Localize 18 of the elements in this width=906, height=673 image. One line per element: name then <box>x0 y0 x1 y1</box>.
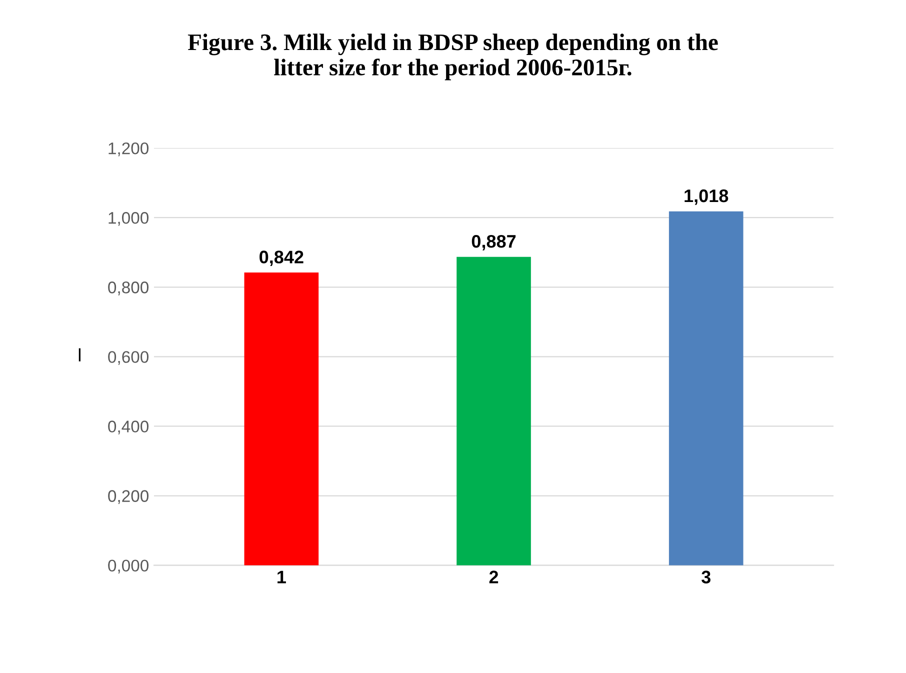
y-tick-label: 0,200 <box>108 490 149 504</box>
chart-title: Figure 3. Milk yield in BDSP sheep depending on the litter size for the period 2006-2015г. <box>188 34 718 80</box>
y-tick-label: 0,800 <box>108 282 149 296</box>
y-tick-label: 0,400 <box>108 420 149 434</box>
y-axis-title: l <box>78 348 80 362</box>
x-tick-label: 3 <box>702 570 710 584</box>
y-tick-label: 0,600 <box>108 351 149 365</box>
data-label: 0,887 <box>472 234 516 250</box>
bar <box>456 256 531 566</box>
y-tick-label: 1,200 <box>108 142 149 156</box>
bar <box>244 272 319 566</box>
data-label: 1,018 <box>684 189 728 205</box>
x-tick-label: 2 <box>489 570 498 584</box>
data-label: 0,842 <box>260 250 304 266</box>
y-tick-label: 0,000 <box>108 560 149 574</box>
x-tick-label: 1 <box>278 570 286 584</box>
y-tick-label: 1,000 <box>108 212 149 226</box>
bar <box>668 211 744 566</box>
